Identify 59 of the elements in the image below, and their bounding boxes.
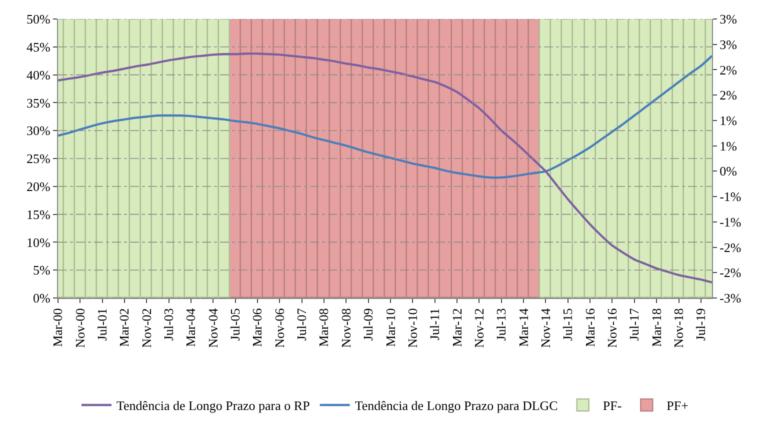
x-tick-label: Jul-07 [294,308,310,341]
x-tick-label: Jul-09 [360,308,376,341]
y-tick-label: 35% [26,95,51,110]
y2-tick-label: -2% [720,265,742,280]
legend-label: PF+ [666,398,688,414]
y-tick-label: 40% [26,67,51,82]
x-tick-label: Mar-08 [316,308,332,347]
y-tick-label: 0% [33,290,51,306]
line-series [58,52,712,284]
x-tick-label: Jul-17 [626,308,642,341]
x-tick-label: Mar-10 [382,308,398,347]
x-tick-label: Jul-15 [560,308,576,341]
y-tick-label: 20% [26,178,51,194]
x-tick-label: Jul-19 [693,308,708,341]
x-tick-label: Nov-00 [72,308,88,348]
x-tick-label: Jul-01 [94,308,110,341]
y-tick-label: 5% [33,262,51,278]
y2-tick-label: 3% [720,36,738,52]
x-tick-label: Mar-18 [648,308,664,347]
y2-tick-label: 0% [720,164,738,179]
x-tick-label: Mar-12 [449,308,464,347]
x-tick-label: Nov-08 [338,308,354,348]
x-tick-label: Nov-18 [670,308,686,348]
x-tick-label: Nov-04 [205,308,220,348]
x-tick-label: Jul-13 [494,308,509,341]
y-tick-label: 30% [26,123,51,138]
y2-tick-label: 1% [720,138,738,154]
y2-tick-label: -1% [720,189,742,204]
legend-label: Tendência de Longo Prazo para DLGC [354,398,558,414]
line-series [58,54,712,179]
x-tick-label: Mar-04 [183,308,198,347]
x-tick-label: Nov-06 [272,308,287,348]
x-tick-label: Mar-06 [250,308,265,347]
y2-tick-label: -2% [720,240,742,255]
x-tick-label: Nov-02 [138,308,154,348]
y-tick-label: 15% [26,206,51,222]
y-tick-label: 50% [26,12,51,27]
y2-tick-label: 1% [720,113,738,128]
y2-tick-label: 2% [720,62,738,78]
x-tick-label: Jul-03 [161,308,176,341]
y-tick-label: 10% [26,234,51,250]
x-tick-label: Nov-12 [471,308,486,348]
x-tick-label: Nov-14 [538,308,553,348]
x-tick-label: Jul-05 [228,308,243,341]
y2-tick-label: -1% [720,214,742,230]
legend-label: Tendência de Longo Prazo para o RP [116,398,310,414]
x-tick-label: Nov-10 [404,308,420,348]
y2-tick-label: 2% [720,88,738,103]
y-tick-label: 45% [26,39,51,54]
x-tick-label: Mar-02 [116,308,132,347]
y2-tick-label: -3% [720,290,742,306]
x-tick-label: Mar-14 [516,308,531,347]
legend-label: PF- [602,398,622,414]
y2-tick-label: 3% [720,12,738,27]
x-tick-label: Mar-00 [50,308,66,347]
x-tick-label: Jul-11 [427,308,442,340]
y-tick-label: 25% [26,151,51,166]
x-tick-label: Nov-16 [604,308,620,348]
x-tick-label: Mar-16 [582,308,598,347]
